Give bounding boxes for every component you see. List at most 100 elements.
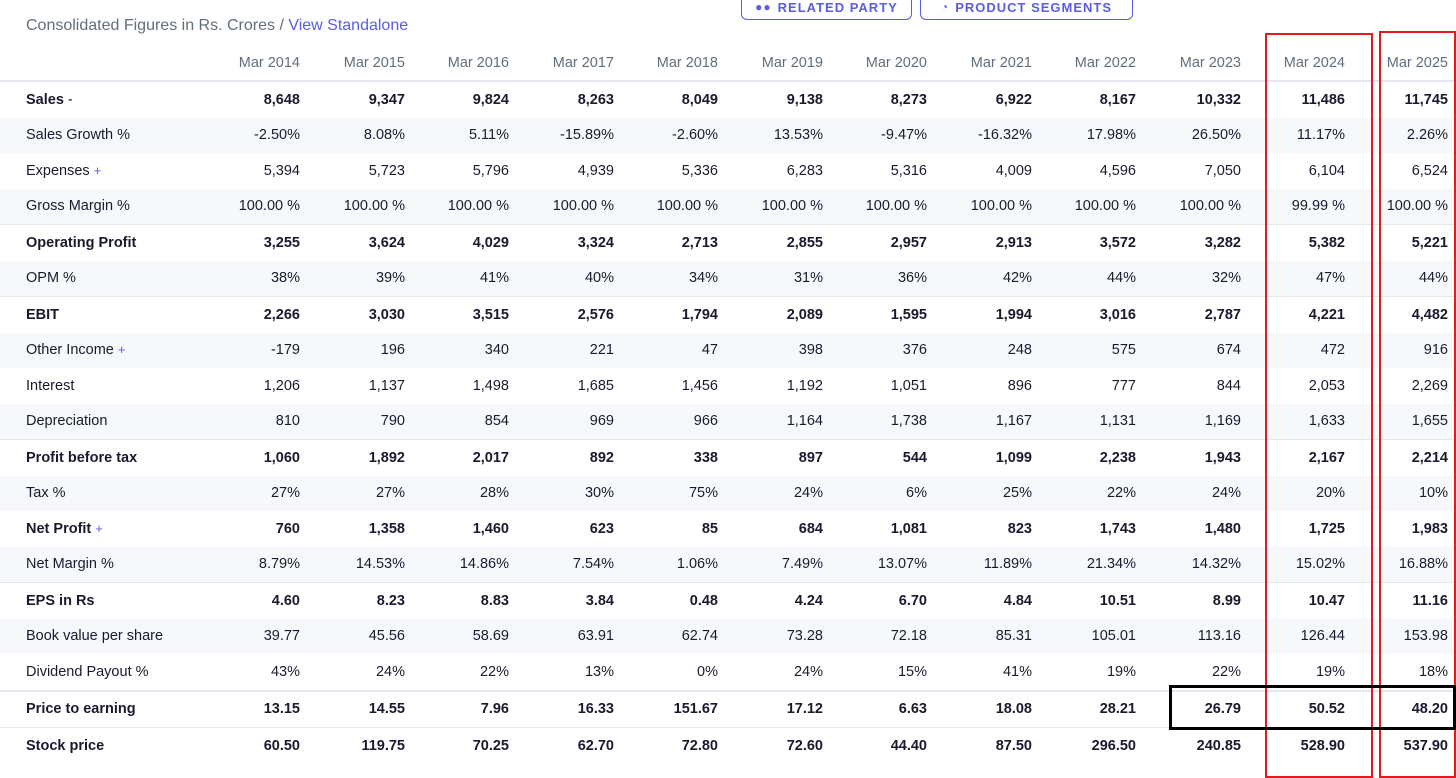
table-cell: 0.48 xyxy=(622,582,726,619)
table-cell: 3,515 xyxy=(413,296,517,333)
table-cell: 1,192 xyxy=(786,377,823,394)
table-cell: 21.34% xyxy=(1040,546,1144,583)
table-cell: -15.89% xyxy=(517,117,622,153)
table-cell: 11.17% xyxy=(1249,117,1353,153)
row-label-text: Sales Growth % xyxy=(26,127,130,144)
row-label: Interest xyxy=(0,368,203,404)
expand-plus-icon[interactable]: + xyxy=(117,342,126,358)
table-cell: 1,137 xyxy=(368,377,405,394)
table-cell: 3,282 xyxy=(1144,224,1249,261)
row-label-text: OPM % xyxy=(26,270,76,287)
table-cell: 2.26% xyxy=(1353,117,1456,153)
column-header: Mar 2025 xyxy=(1353,46,1456,82)
table-cell: 5.11% xyxy=(413,117,517,153)
table-cell: 87.50 xyxy=(935,727,1040,764)
table-cell: 1,164 xyxy=(726,403,831,440)
row-label[interactable]: Net Profit + xyxy=(0,511,203,547)
table-row: Net Margin % 8.79% 14.53% 14.86% 7.54% 1.06% 7… xyxy=(0,546,1456,583)
table-cell: 623 xyxy=(589,520,614,537)
table-cell: 4,596 xyxy=(1099,162,1136,179)
table-row: OPM % 38% 39% 41% 40% 34% 31% 36% 42% 44% 32% 47% 44… xyxy=(0,260,1456,297)
table-cell: 8.83 xyxy=(413,582,517,619)
table-cell: 11,745 xyxy=(1404,91,1448,108)
table-cell: 19% xyxy=(1106,663,1136,680)
table-cell: 19% xyxy=(1315,663,1345,680)
table-cell: 2,167 xyxy=(1249,439,1353,476)
table-cell: 575 xyxy=(1040,332,1144,368)
table-cell: 6,922 xyxy=(995,91,1032,108)
table-cell: 2,576 xyxy=(517,296,622,333)
table-cell: 100.00 % xyxy=(517,188,622,225)
table-cell: 1,633 xyxy=(1249,403,1353,440)
table-cell: 376 xyxy=(831,332,935,368)
row-label[interactable]: Other Income + xyxy=(0,332,203,368)
row-label-text: Expenses xyxy=(26,162,90,179)
related-party-button[interactable]: ●● RELATED PARTY xyxy=(741,0,912,20)
row-label-text: Tax % xyxy=(26,485,66,502)
collapse-minus-icon[interactable]: - xyxy=(67,91,73,108)
column-header: Mar 2016 xyxy=(413,46,517,82)
table-cell: 7,050 xyxy=(1204,162,1241,179)
table-cell: 113.16 xyxy=(1144,618,1249,654)
table-cell: 2,053 xyxy=(1308,377,1345,394)
row-label-text: Profit before tax xyxy=(26,449,138,466)
expand-plus-icon[interactable]: + xyxy=(93,162,102,178)
table-cell: 1,099 xyxy=(935,439,1040,476)
expand-plus-icon[interactable]: + xyxy=(95,520,103,536)
row-label-text: EBIT xyxy=(26,306,60,323)
table-row: Book value per share 39.77 45.56 58.69 63.91… xyxy=(0,618,1456,654)
table-cell: 4.24 xyxy=(726,582,831,619)
row-label-text: Stock price xyxy=(26,737,105,754)
table-cell: 100.00 % xyxy=(935,188,1040,225)
table-cell: 3,030 xyxy=(308,296,413,333)
table-cell: 760 xyxy=(275,520,300,537)
table-cell: 4,009 xyxy=(995,162,1032,179)
table-cell: 0% xyxy=(697,663,718,680)
table-cell: -16.32% xyxy=(935,117,1040,153)
row-label-text: Other Income xyxy=(26,342,114,359)
table-cell: 2,957 xyxy=(831,224,935,261)
table-cell: 100.00 % xyxy=(1144,188,1249,225)
table-cell: 24% xyxy=(1144,475,1249,511)
table-cell: 892 xyxy=(517,439,622,476)
table-cell: 1,794 xyxy=(622,296,726,333)
table-cell: 4,029 xyxy=(413,224,517,261)
table-cell: 3,255 xyxy=(203,224,308,261)
table-cell: 1,081 xyxy=(890,520,927,537)
table-cell: 22% xyxy=(1211,663,1241,680)
table-cell: 2,913 xyxy=(935,224,1040,261)
table-cell: 27% xyxy=(203,475,308,511)
table-cell: 1,456 xyxy=(681,377,718,394)
table-cell: 6% xyxy=(831,475,935,511)
view-standalone-link[interactable]: View Standalone xyxy=(288,17,409,34)
table-cell: 60.50 xyxy=(203,727,308,764)
product-segments-button[interactable]: ◔ PRODUCT SEGMENTS xyxy=(920,0,1133,20)
table-cell: 119.75 xyxy=(308,727,413,764)
column-header: Mar 2021 xyxy=(935,46,1040,82)
row-label-text: Net Profit xyxy=(26,520,92,537)
table-cell: 39.77 xyxy=(203,618,308,654)
table-cell: 844 xyxy=(1216,377,1241,394)
table-cell: 1,743 xyxy=(1099,520,1136,537)
table-cell: 43% xyxy=(270,663,300,680)
table-row: Interest 1,206 1,137 1,498 1,685 1,456 1,192 1,… xyxy=(0,368,1456,404)
table-cell: 13.53% xyxy=(726,117,831,153)
table-cell: -179 xyxy=(203,332,308,368)
table-row: Price to earning 13.15 14.55 7.96 16.33 151.6… xyxy=(0,689,1456,728)
row-label[interactable]: Sales - xyxy=(0,81,203,118)
product-segments-label: PRODUCT SEGMENTS xyxy=(955,0,1113,15)
row-label[interactable]: Expenses + xyxy=(0,153,203,189)
table-cell: 2,787 xyxy=(1144,296,1249,333)
table-cell: 72.60 xyxy=(726,727,831,764)
table-cell: 5,336 xyxy=(681,162,718,179)
table-cell: 7.96 xyxy=(413,689,517,728)
table-cell: 28.21 xyxy=(1040,689,1144,728)
table-cell: 14.55 xyxy=(308,689,413,728)
table-row: Tax % 27% 27% 28% 30% 75% 24% 6% 25% 22% 24% 20% 10% xyxy=(0,475,1456,511)
table-cell: 1,943 xyxy=(1144,439,1249,476)
row-label-text: Book value per share xyxy=(26,628,164,645)
table-cell: 790 xyxy=(308,403,413,440)
table-row: Other Income + -179 196 340 221 47 398 376 248 575… xyxy=(0,332,1456,368)
table-cell: 153.98 xyxy=(1353,618,1456,654)
column-header: Mar 2019 xyxy=(726,46,831,82)
